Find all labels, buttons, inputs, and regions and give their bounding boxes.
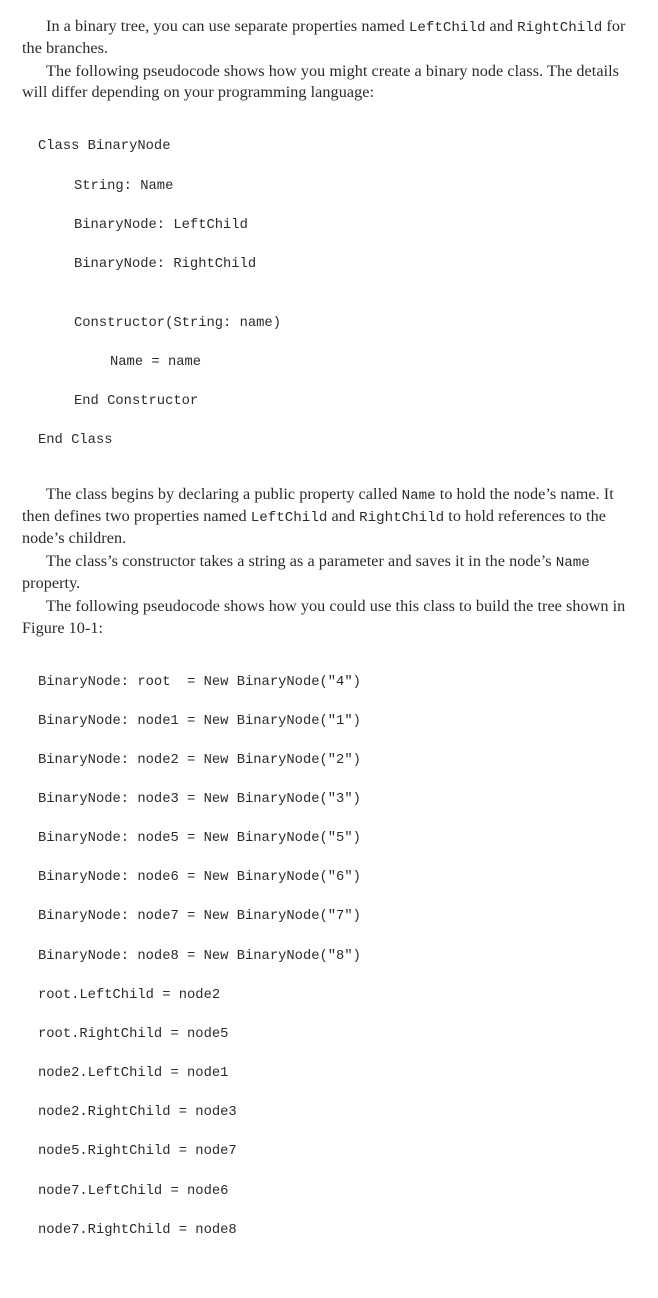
code-line: BinaryNode: node3 = New BinaryNode("3") [38,790,636,810]
body-paragraph: The following pseudocode shows how you m… [22,61,636,104]
code-line: node7.RightChild = node8 [38,1221,636,1241]
code-line: End Constructor [38,392,636,412]
code-inline: RightChild [359,510,444,526]
code-line: BinaryNode: root = New BinaryNode("4") [38,673,636,693]
body-paragraph: The class’s constructor takes a string a… [22,551,636,594]
code-inline: RightChild [517,20,602,36]
body-paragraph: In a binary tree, you can use separate p… [22,16,636,59]
code-line: End Class [38,431,636,451]
code-block: Class BinaryNode String: Name BinaryNode… [38,118,636,470]
code-line: Name = name [38,353,636,373]
code-line: node5.RightChild = node7 [38,1142,636,1162]
code-block: BinaryNode: root = New BinaryNode("4") B… [38,653,636,1260]
body-paragraph: The class begins by declaring a public p… [22,484,636,549]
code-line: node2.LeftChild = node1 [38,1064,636,1084]
code-line: Constructor(String: name) [38,314,636,334]
code-line: node7.LeftChild = node6 [38,1182,636,1202]
code-line: BinaryNode: node6 = New BinaryNode("6") [38,868,636,888]
code-line: BinaryNode: node1 = New BinaryNode("1") [38,712,636,732]
code-line: BinaryNode: LeftChild [38,216,636,236]
code-line: Class BinaryNode [38,137,636,157]
code-line: BinaryNode: RightChild [38,255,636,275]
text-run: and [327,507,359,525]
text-run: The class’s constructor takes a string a… [46,552,556,570]
code-line: String: Name [38,177,636,197]
body-paragraph: The following pseudocode shows how you c… [22,596,636,639]
code-inline: LeftChild [409,20,486,36]
code-line: root.RightChild = node5 [38,1025,636,1045]
code-inline: LeftChild [251,510,328,526]
code-inline: Name [402,488,436,504]
code-line: root.LeftChild = node2 [38,986,636,1006]
code-line: BinaryNode: node5 = New BinaryNode("5") [38,829,636,849]
text-run: The class begins by declaring a public p… [46,485,402,503]
code-line: BinaryNode: node7 = New BinaryNode("7") [38,907,636,927]
code-line: node2.RightChild = node3 [38,1103,636,1123]
code-line: BinaryNode: node2 = New BinaryNode("2") [38,751,636,771]
code-line: BinaryNode: node8 = New BinaryNode("8") [38,947,636,967]
text-run: property. [22,574,80,592]
code-inline: Name [556,555,590,571]
text-run: and [485,17,517,35]
text-run: In a binary tree, you can use separate p… [46,17,409,35]
